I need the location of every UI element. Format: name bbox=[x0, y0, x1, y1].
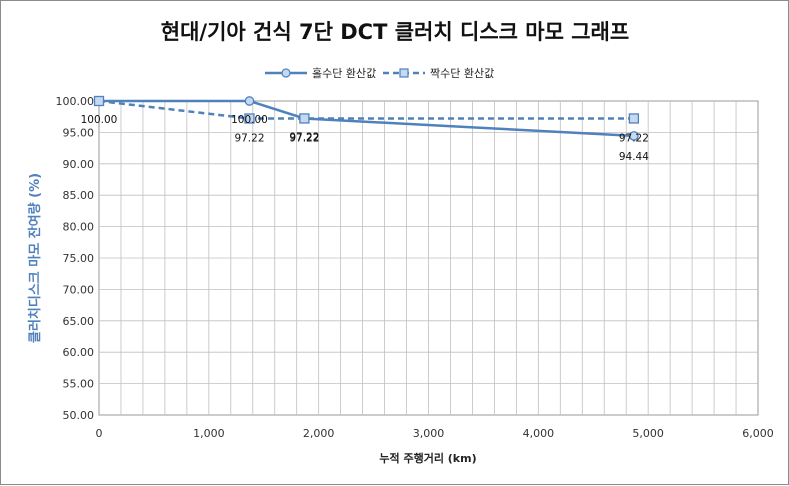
data-point bbox=[629, 131, 639, 141]
x-tick-label: 3,000 bbox=[413, 427, 445, 440]
data-point bbox=[628, 113, 640, 124]
y-tick-label: 85.00 bbox=[63, 189, 95, 202]
y-tick-label: 60.00 bbox=[63, 346, 95, 359]
data-point bbox=[244, 96, 255, 106]
y-tick-label: 80.00 bbox=[63, 221, 95, 234]
y-tick-label: 70.00 bbox=[63, 283, 95, 296]
y-tick-label: 90.00 bbox=[63, 158, 95, 171]
data-label: 100.00 bbox=[231, 114, 268, 126]
legend-marker-odd bbox=[281, 68, 291, 78]
data-label: 94.44 bbox=[619, 151, 649, 163]
y-tick-label: 95.00 bbox=[63, 126, 95, 139]
data-point bbox=[244, 113, 255, 124]
x-axis-label: 누적 주행거리 (km) bbox=[379, 451, 476, 465]
y-tick-label: 100.00 bbox=[56, 95, 95, 108]
x-tick-labels: 0 1,000 2,000 3,000 4,000 5,000 6,000 bbox=[96, 427, 774, 440]
chart-title: 현대/기아 건식 7단 DCT 클러치 디스크 마모 그래프 bbox=[161, 20, 629, 44]
data-point bbox=[93, 95, 105, 107]
data-label: 97.22 bbox=[619, 132, 649, 144]
x-tick-label: 4,000 bbox=[523, 427, 555, 440]
legend-label-even: 짝수단 환산값 bbox=[430, 67, 494, 80]
x-tick-label: 6,000 bbox=[742, 427, 774, 440]
data-label: 97.22 bbox=[289, 131, 319, 143]
legend: 홀수단 환산값 짝수단 환산값 bbox=[265, 67, 494, 80]
data-point bbox=[299, 113, 310, 124]
series-line-1 bbox=[98, 99, 634, 120]
y-tick-label: 75.00 bbox=[63, 252, 95, 265]
legend-marker-even bbox=[399, 68, 409, 78]
series-line-0 bbox=[99, 99, 634, 138]
y-tick-labels: 50.00 55.00 60.00 65.00 70.00 75.00 80.00 85.00… bbox=[56, 95, 95, 422]
y-tick-label: 65.00 bbox=[63, 315, 95, 328]
x-tick-label: 0 bbox=[96, 427, 103, 440]
y-tick-label: 55.00 bbox=[63, 378, 95, 391]
y-axis-label: 클러치디스크 마모 잔여량 (%) bbox=[27, 173, 43, 343]
data-label: 97.22 bbox=[234, 132, 264, 144]
x-tick-label: 1,000 bbox=[193, 427, 225, 440]
x-tick-label: 2,000 bbox=[303, 427, 335, 440]
gridlines bbox=[98, 100, 759, 416]
data-label: 100.00 bbox=[81, 114, 118, 126]
legend-label-odd: 홀수단 환산값 bbox=[312, 67, 376, 80]
series-group bbox=[93, 95, 640, 141]
x-tick-label: 5,000 bbox=[632, 427, 664, 440]
y-tick-label: 50.00 bbox=[63, 409, 95, 422]
data-label: 97.22 bbox=[289, 132, 319, 144]
